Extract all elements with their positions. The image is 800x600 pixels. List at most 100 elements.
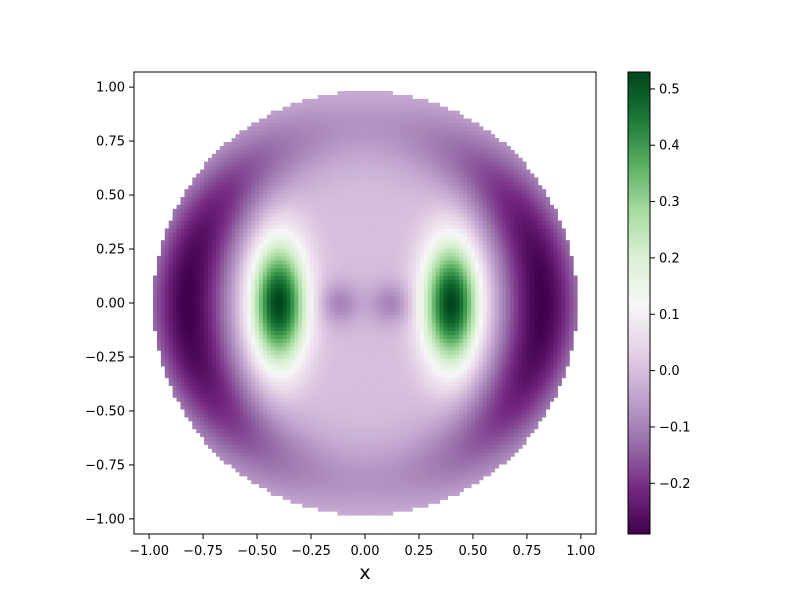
heatmap-cell: [317, 326, 323, 332]
heatmap-cell: [310, 408, 315, 414]
heatmap-cell: [251, 248, 256, 253]
heatmap-cell: [329, 318, 335, 324]
heatmap-cell: [365, 263, 370, 269]
heatmap-cell: [341, 91, 346, 96]
heatmap-cell: [302, 122, 307, 127]
heatmap-cell: [341, 134, 346, 139]
heatmap-cell: [231, 322, 237, 328]
heatmap-cell: [266, 161, 272, 167]
heatmap-cell: [266, 283, 272, 288]
heatmap-cell: [192, 354, 197, 359]
heatmap-cell: [196, 350, 201, 355]
heatmap-cell: [341, 405, 346, 410]
heatmap-cell: [365, 416, 370, 422]
heatmap-cell: [227, 314, 233, 320]
heatmap-cell: [219, 397, 225, 402]
heatmap-cell: [361, 299, 366, 304]
heatmap-cell: [317, 291, 323, 296]
heatmap-cell: [200, 405, 205, 410]
heatmap-cell: [255, 259, 260, 265]
heatmap-cell: [262, 165, 268, 171]
heatmap-cell: [306, 326, 311, 332]
heatmap-cell: [255, 232, 260, 237]
heatmap-cell: [294, 385, 299, 390]
heatmap-cell: [235, 193, 240, 198]
heatmap-cell: [227, 161, 233, 167]
heatmap-cell: [317, 381, 323, 387]
heatmap-cell: [349, 389, 354, 394]
heatmap-cell: [207, 385, 213, 390]
heatmap-cell: [298, 491, 303, 496]
heatmap-cell: [274, 287, 280, 292]
heatmap-cell: [372, 381, 378, 387]
heatmap-cell: [376, 165, 382, 171]
heatmap-cell: [333, 177, 339, 182]
heatmap-cell: [372, 310, 378, 316]
heatmap-cell: [294, 212, 299, 218]
heatmap-cell: [310, 373, 315, 379]
heatmap-cell: [196, 240, 201, 245]
heatmap-cell: [188, 373, 193, 379]
heatmap-cell: [282, 255, 288, 261]
heatmap-cell: [251, 314, 256, 320]
heatmap-cell: [270, 251, 276, 257]
heatmap-cell: [188, 381, 193, 387]
heatmap-cell: [294, 326, 299, 332]
heatmap-cell: [164, 244, 170, 249]
heatmap-cell: [184, 271, 189, 277]
heatmap-cell: [200, 181, 205, 186]
heatmap-cell: [204, 271, 209, 277]
heatmap-cell: [204, 306, 209, 312]
heatmap-cell: [215, 310, 221, 316]
heatmap-cell: [329, 428, 335, 434]
heatmap-cell: [349, 322, 354, 328]
heatmap-cell: [184, 326, 189, 332]
heatmap-cell: [259, 467, 264, 473]
heatmap-cell: [368, 275, 374, 281]
heatmap-cell: [274, 440, 280, 445]
heatmap-cell: [333, 385, 339, 390]
heatmap-cell: [282, 389, 288, 394]
heatmap-field: [153, 91, 578, 516]
heatmap-cell: [365, 408, 370, 414]
heatmap-cell: [298, 385, 303, 390]
heatmap-cell: [247, 153, 252, 159]
heatmap-cell: [227, 283, 233, 288]
heatmap-cell: [357, 185, 362, 190]
heatmap-cell: [325, 177, 331, 182]
heatmap-cell: [262, 365, 268, 371]
heatmap-cell: [349, 381, 354, 387]
heatmap-cell: [353, 503, 358, 508]
heatmap-cell: [337, 98, 343, 104]
heatmap-cell: [223, 177, 229, 182]
heatmap-cell: [278, 491, 284, 496]
heatmap-cell: [345, 142, 350, 147]
heatmap-cell: [361, 460, 366, 465]
heatmap-cell: [353, 94, 358, 100]
heatmap-cell: [302, 361, 307, 367]
heatmap-cell: [243, 357, 248, 363]
heatmap-cell: [372, 503, 378, 508]
heatmap-cell: [270, 259, 276, 265]
heatmap-cell: [321, 251, 327, 257]
heatmap-cell: [160, 361, 166, 367]
heatmap-cell: [376, 197, 382, 202]
heatmap-cell: [219, 306, 225, 312]
heatmap-cell: [239, 204, 244, 210]
heatmap-cell: [164, 373, 170, 379]
heatmap-cell: [329, 334, 335, 339]
heatmap-cell: [337, 212, 343, 218]
heatmap-cell: [321, 295, 327, 300]
heatmap-cell: [262, 354, 268, 359]
heatmap-cell: [259, 291, 264, 296]
heatmap-cell: [153, 310, 158, 316]
heatmap-cell: [153, 318, 158, 324]
heatmap-cell: [255, 361, 260, 367]
heatmap-cell: [329, 448, 335, 453]
heatmap-cell: [270, 271, 276, 277]
heatmap-cell: [313, 452, 319, 457]
heatmap-cell: [353, 232, 358, 237]
heatmap-cell: [200, 169, 205, 175]
heatmap-cell: [357, 373, 362, 379]
heatmap-cell: [329, 467, 335, 473]
